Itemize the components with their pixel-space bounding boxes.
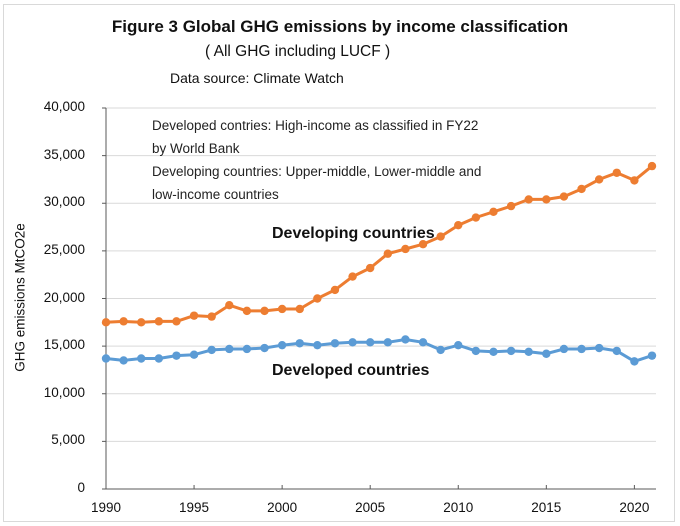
data-point-developing-countries: [630, 176, 639, 185]
data-point-developing-countries: [471, 213, 481, 222]
data-point-developing-countries: [559, 192, 569, 201]
data-point-developed-countries: [630, 357, 639, 366]
data-point-developing-countries: [295, 304, 304, 314]
y-tick-label: 5,000: [51, 432, 85, 448]
y-tick-label: 35,000: [43, 146, 85, 162]
data-point-developing-countries: [647, 161, 657, 171]
data-point-developed-countries: [101, 354, 111, 363]
series-label-developed: Developed countries: [272, 362, 430, 379]
data-point-developed-countries: [207, 345, 216, 355]
data-point-developed-countries: [260, 343, 269, 353]
y-tick-label: 40,000: [43, 99, 85, 114]
data-point-developed-countries: [542, 349, 551, 358]
data-point-developed-countries: [348, 338, 357, 347]
data-point-developing-countries: [242, 306, 252, 316]
data-point-developing-countries: [418, 240, 428, 249]
data-point-developing-countries: [119, 317, 128, 326]
data-point-developing-countries: [277, 304, 287, 314]
data-point-developing-countries: [172, 317, 181, 326]
x-tick-label: 2005: [355, 500, 386, 515]
data-point-developed-countries: [119, 356, 128, 365]
data-point-developing-countries: [225, 300, 234, 310]
y-tick-label: 15,000: [43, 337, 85, 353]
data-point-developing-countries: [189, 311, 199, 320]
data-point-developing-countries: [401, 244, 410, 254]
note-line-1: Developed contries: High-income as class…: [152, 118, 479, 133]
note-line-2: by World Bank: [152, 141, 240, 156]
data-point-developing-countries: [524, 195, 533, 204]
y-tick-label: 20,000: [43, 289, 85, 305]
y-tick-label: 25,000: [43, 241, 85, 257]
data-point-developed-countries: [242, 344, 252, 354]
x-tick-label: 2015: [531, 500, 562, 515]
data-point-developing-countries: [612, 168, 621, 177]
data-point-developed-countries: [401, 335, 410, 344]
data-point-developed-countries: [594, 343, 604, 353]
chart-subtitle: ( All GHG including LUCF ): [205, 43, 391, 60]
gridlines: [106, 107, 656, 442]
x-tick-label: 2010: [443, 500, 474, 515]
data-point-developed-countries: [524, 347, 533, 357]
data-source: Data source: Climate Watch: [170, 70, 344, 86]
data-point-developing-countries: [577, 184, 586, 194]
x-tick-label: 2000: [267, 500, 298, 515]
y-tick-label: 30,000: [43, 194, 85, 210]
data-point-developed-countries: [612, 346, 621, 356]
data-point-developed-countries: [189, 350, 199, 359]
chart-title: Figure 3 Global GHG emissions by income …: [111, 17, 569, 36]
data-point-developing-countries: [313, 294, 322, 303]
data-point-developed-countries: [172, 351, 181, 360]
series-developing-countries: [101, 161, 657, 327]
x-tick-label: 2020: [619, 500, 650, 515]
data-point-developing-countries: [454, 220, 463, 230]
note-line-3: Developing countries: Upper-middle, Lowe…: [152, 164, 482, 179]
data-point-developed-countries: [506, 346, 516, 356]
data-point-developed-countries: [436, 345, 445, 355]
data-point-developing-countries: [348, 272, 357, 281]
data-point-developed-countries: [137, 354, 146, 363]
data-point-developing-countries: [506, 201, 516, 211]
data-point-developing-countries: [383, 249, 393, 258]
data-point-developing-countries: [489, 207, 498, 217]
data-point-developed-countries: [365, 338, 375, 347]
data-point-developed-countries: [313, 340, 322, 350]
x-tick-label: 1995: [179, 500, 210, 515]
data-point-developed-countries: [647, 351, 657, 360]
data-point-developed-countries: [154, 354, 164, 363]
axes: [102, 107, 656, 490]
data-point-developing-countries: [542, 195, 551, 204]
data-point-developed-countries: [471, 346, 481, 356]
data-point-developed-countries: [489, 347, 498, 357]
series-label-developing: Developing countries: [272, 225, 435, 242]
note-line-4: low-income countries: [152, 187, 279, 202]
data-point-developing-countries: [436, 232, 445, 241]
series-group: [101, 161, 657, 366]
y-tick-label: 10,000: [43, 384, 85, 400]
data-point-developing-countries: [154, 317, 164, 326]
data-point-developed-countries: [277, 340, 287, 350]
data-point-developing-countries: [594, 175, 604, 184]
data-point-developed-countries: [295, 339, 304, 348]
data-point-developing-countries: [365, 263, 375, 273]
data-point-developing-countries: [207, 312, 216, 321]
data-point-developed-countries: [418, 338, 428, 347]
data-point-developing-countries: [101, 318, 111, 327]
data-point-developed-countries: [559, 344, 569, 354]
data-point-developing-countries: [260, 306, 269, 316]
chart-frame: [3, 4, 675, 522]
data-point-developed-countries: [454, 340, 463, 350]
data-point-developed-countries: [330, 339, 340, 348]
data-point-developing-countries: [137, 318, 146, 327]
series-line-developed-countries: [105, 338, 653, 363]
data-point-developing-countries: [330, 285, 340, 295]
x-tick-label: 1990: [90, 500, 122, 515]
series-developed-countries: [101, 335, 657, 366]
data-point-developed-countries: [577, 344, 586, 354]
data-point-developed-countries: [225, 344, 234, 354]
y-tick-label: 0: [77, 480, 85, 495]
data-point-developed-countries: [383, 338, 393, 347]
